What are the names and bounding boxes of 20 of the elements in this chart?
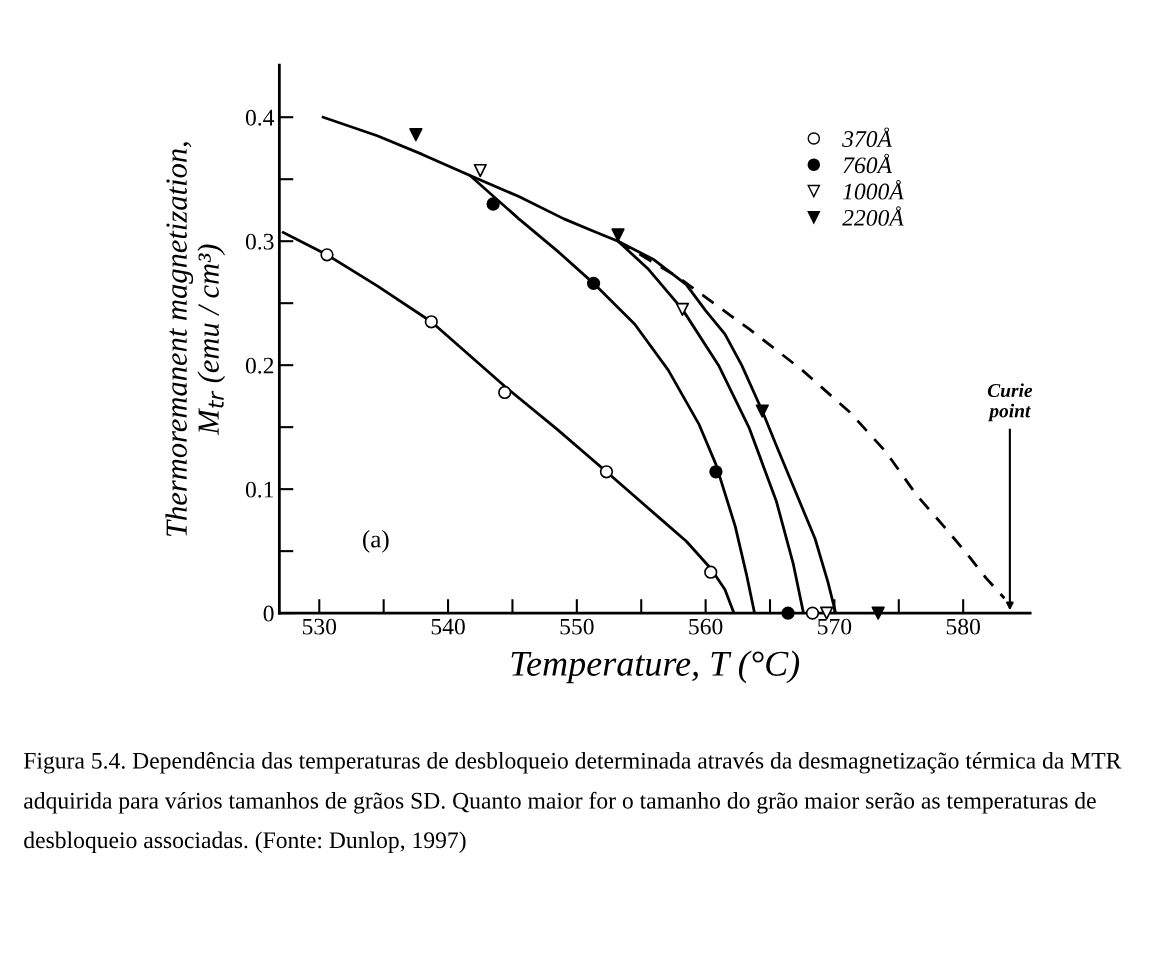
- annotation: (a): [363, 530, 389, 553]
- legend-label: 760Å: [843, 153, 893, 174]
- legend-label: 1000Å: [842, 179, 904, 200]
- text: Figura 5.4. Dependência das temperaturas de desbloqueio determinada através da desmagnetização térmica da MTR adquirida para vários tamanhos de grãos SD. Quanto maior for o tamanho do grão maior serão as temperaturas de desbloqueio associadas. (Fonte: Dunlop, 1997): [23, 752, 1122, 853]
- x-tick-label: 570: [818, 618, 852, 635]
- x-axis-title: Temperature, T (°C): [511, 650, 800, 684]
- legend-label: 2200Å: [842, 206, 904, 226]
- x-tick-label: 560: [689, 618, 723, 635]
- y-axis-title: Thermoremanent magnetization, M$_{tr}$ (emu / cm³): [165, 142, 226, 537]
- annotation: Curie point: [987, 383, 1033, 422]
- x-tick-label: 540: [431, 618, 465, 635]
- y-tick-label: 0.1: [245, 481, 274, 498]
- y-tick-label: 0: [263, 605, 274, 622]
- legend-label: 370Å: [842, 127, 893, 147]
- y-tick-label: 0.2: [245, 357, 274, 374]
- y-tick-label: 0.4: [245, 109, 275, 126]
- y-tick-label: 0.3: [245, 233, 274, 250]
- x-tick-label: 580: [946, 618, 980, 635]
- x-tick-label: 550: [560, 618, 594, 635]
- x-tick-label: 530: [302, 618, 337, 635]
